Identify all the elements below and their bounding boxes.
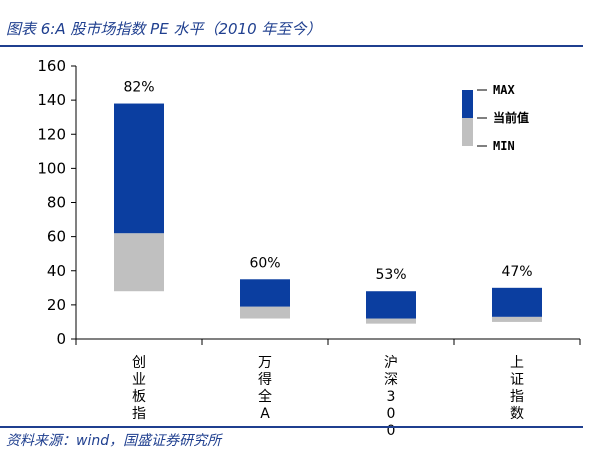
x-category-label: 创业板指 — [132, 355, 146, 422]
legend-swatch-min — [462, 118, 473, 146]
y-tick-label: 20 — [47, 296, 66, 314]
chart-bars — [114, 103, 542, 324]
chart-axes: 0 20 40 60 80 100 120 140 160 — [37, 57, 581, 348]
source-rule — [0, 426, 583, 428]
chart-title: 图表 6:A 股市场指数 PE 水平（2010 年至今） — [6, 20, 322, 38]
x-category-label: 沪深 3 0 0 — [384, 355, 398, 439]
bar-segment-current-to-max — [366, 291, 416, 319]
legend-swatch-max — [462, 90, 473, 118]
y-tick-label: 160 — [37, 57, 66, 75]
legend-label: 当前值 — [493, 110, 529, 125]
x-category-label: 上证指数 — [510, 355, 524, 422]
bar-segment-min-to-current — [492, 316, 542, 322]
bar-percent-label: 60% — [249, 255, 280, 271]
chart-labels: 82% 创业板指 60% 万得全 A 53% 沪深 3 0 0 47% 上证指数 — [123, 80, 532, 439]
y-tick-label: 120 — [37, 125, 66, 143]
y-tick-label: 40 — [47, 262, 66, 280]
y-tick-label: 80 — [47, 194, 66, 212]
bar-percent-label: 82% — [123, 80, 154, 96]
y-tick-label: 0 — [56, 330, 66, 348]
title-rule — [0, 45, 583, 47]
bar-segment-current-to-max — [492, 287, 542, 317]
bar-segment-current-to-max — [114, 103, 164, 234]
legend-label: MIN — [493, 139, 515, 153]
y-tick-label: 100 — [37, 159, 66, 177]
chart-legend: MAX 当前值 MIN — [462, 83, 529, 153]
x-category-label: 万得全 A — [258, 355, 272, 422]
bar-segment-min-to-current — [366, 318, 416, 324]
chart-source: 资料来源：wind，国盛证券研究所 — [6, 433, 222, 449]
bar-segment-min-to-current — [114, 233, 164, 292]
bar-segment-min-to-current — [240, 306, 290, 319]
y-tick-label: 140 — [37, 91, 66, 109]
y-tick-label: 60 — [47, 228, 66, 246]
bar-percent-label: 53% — [375, 267, 406, 283]
legend-label: MAX — [493, 83, 515, 97]
bar-percent-label: 47% — [501, 264, 532, 280]
bar-segment-current-to-max — [240, 279, 290, 307]
